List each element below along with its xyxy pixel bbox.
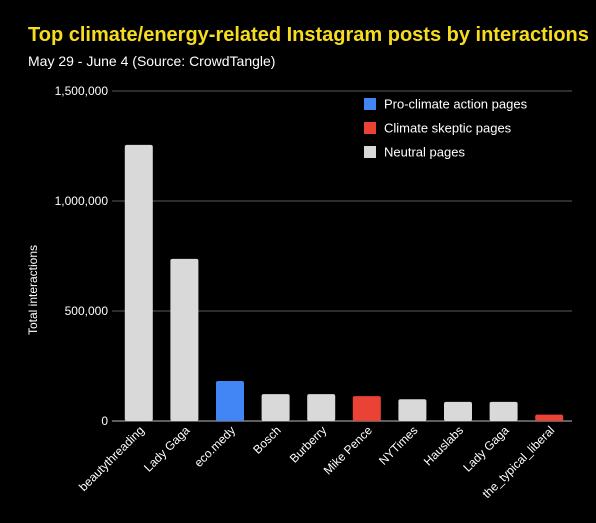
y-axis-label: Total interactions: [26, 245, 40, 335]
legend: Pro-climate action pages Climate skeptic …: [364, 97, 528, 160]
legend-swatch-pro: [364, 98, 376, 110]
bar-8: [489, 401, 518, 421]
bar-1: [170, 258, 199, 421]
y-tick-label: 0: [101, 414, 108, 428]
legend-swatch-neutral: [364, 146, 376, 158]
chart-title: Top climate/energy-related Instagram pos…: [28, 24, 589, 46]
bar-5: [352, 396, 381, 421]
bar-7: [444, 401, 472, 421]
x-tick-label: beautythreading: [76, 423, 147, 494]
bar-0: [124, 144, 153, 421]
bar-2: [216, 380, 244, 421]
bar-4: [307, 394, 336, 421]
bar-3: [261, 394, 290, 421]
x-tick-label: Hauslabs: [421, 423, 466, 468]
chart-subtitle: May 29 - June 4 (Source: CrowdTangle): [28, 53, 276, 69]
bars: [124, 144, 564, 421]
y-tick-label: 500,000: [65, 304, 109, 318]
legend-label-skeptic: Climate skeptic pages: [384, 121, 512, 136]
x-tick-label: eco.medy: [191, 423, 238, 470]
y-axis-tick-labels: 0 500,000 1,000,000 1,500,000: [55, 84, 109, 428]
x-tick-label: Mike Pence: [321, 423, 375, 477]
x-tick-label: Bosch: [250, 423, 283, 456]
legend-label-pro: Pro-climate action pages: [384, 97, 528, 112]
y-tick-label: 1,500,000: [55, 84, 109, 98]
bar-9: [535, 414, 564, 421]
x-tick-label: Lady Gaga: [141, 423, 193, 475]
legend-label-neutral: Neutral pages: [384, 145, 465, 160]
x-tick-label: NYTimes: [376, 423, 420, 467]
y-tick-label: 1,000,000: [55, 194, 109, 208]
bar-6: [398, 399, 427, 421]
x-tick-label: Burberry: [287, 423, 329, 465]
legend-swatch-skeptic: [364, 122, 376, 134]
